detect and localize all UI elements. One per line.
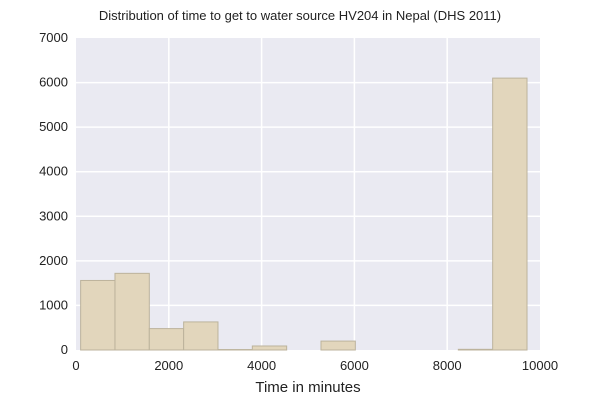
- histogram-bar: [252, 346, 286, 350]
- x-tick-label: 10000: [522, 358, 558, 373]
- y-tick-label: 1000: [39, 297, 68, 312]
- x-tick-label: 4000: [247, 358, 276, 373]
- x-axis-label: Time in minutes: [255, 379, 360, 396]
- y-axis-ticks: 0 1000 2000 3000 4000 5000 6000 7000: [39, 30, 68, 357]
- x-tick-label: 0: [72, 358, 79, 373]
- histogram-bar: [184, 322, 218, 350]
- histogram-bar: [81, 280, 115, 350]
- y-tick-label: 2000: [39, 253, 68, 268]
- histogram-bar: [149, 329, 183, 350]
- y-tick-label: 3000: [39, 208, 68, 223]
- y-tick-label: 0: [61, 342, 68, 357]
- x-tick-label: 8000: [433, 358, 462, 373]
- y-tick-label: 5000: [39, 119, 68, 134]
- histogram-bar: [493, 78, 527, 350]
- y-tick-label: 6000: [39, 75, 68, 90]
- y-tick-label: 4000: [39, 164, 68, 179]
- histogram-bar: [321, 341, 355, 350]
- x-tick-label: 6000: [340, 358, 369, 373]
- x-tick-label: 2000: [154, 358, 183, 373]
- chart-title: Distribution of time to get to water sou…: [99, 8, 501, 23]
- histogram-bar: [115, 273, 149, 350]
- histogram-bar: [458, 349, 492, 350]
- x-axis-ticks: 0 2000 4000 6000 8000 10000: [72, 358, 558, 373]
- y-tick-label: 7000: [39, 30, 68, 45]
